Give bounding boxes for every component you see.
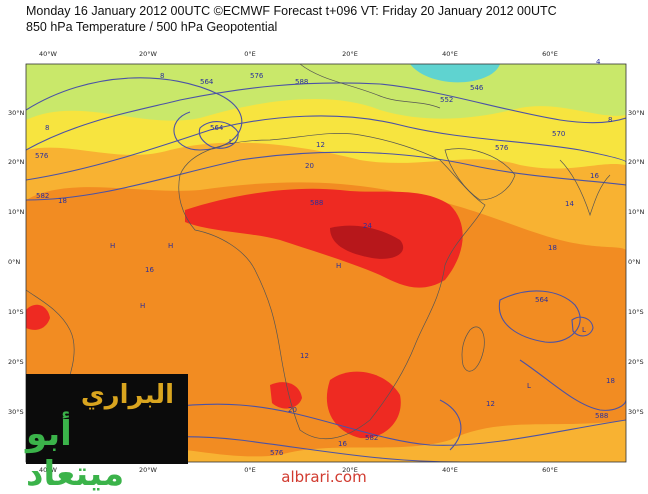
lat-tick: 20°N: [8, 158, 25, 166]
lat-tick: 10°N: [8, 208, 25, 216]
contour-label: 576: [270, 449, 284, 457]
temperature-label: 18: [58, 197, 67, 205]
geopotential-contour: [26, 77, 243, 151]
temperature-label: 4: [596, 58, 601, 66]
contour-label: 588: [295, 78, 308, 86]
temperature-label: 20: [288, 406, 297, 414]
contour-label: 582: [365, 434, 378, 442]
temperature-label: 16: [338, 440, 347, 448]
geopotential-contour: [439, 399, 462, 451]
contour-label: 588: [310, 199, 323, 207]
geopotential-contour: [519, 359, 626, 411]
high-pressure-mark: H: [336, 262, 341, 270]
low-pressure-mark: L: [527, 382, 531, 390]
contour-label: 582: [36, 192, 49, 200]
temperature-band: [270, 382, 302, 409]
geopotential-contour: [26, 115, 626, 181]
lat-tick: 30°N: [8, 109, 25, 117]
lon-tick: 60°E: [542, 50, 558, 58]
high-pressure-mark: H: [140, 302, 145, 310]
temperature-label: 8: [160, 72, 164, 80]
temperature-label: 24: [363, 222, 372, 230]
map-frame: [25, 63, 627, 463]
geopotential-contour: [198, 121, 239, 149]
high-pressure-mark: H: [110, 242, 115, 250]
contour-label: 546: [470, 84, 484, 92]
temperature-label: 8: [45, 124, 49, 132]
high-pressure-mark: H: [168, 242, 173, 250]
temperature-band: [330, 225, 404, 259]
temperature-label: 12: [486, 400, 495, 408]
temperature-label: 12: [316, 141, 325, 149]
temperature-label: 16: [590, 172, 599, 180]
contour-label: 564: [200, 78, 214, 86]
geopotential-contour: [26, 151, 626, 201]
temperature-label: 8: [608, 116, 612, 124]
lon-tick-bottom: 0°E: [244, 466, 256, 474]
contour-label: 576: [35, 152, 49, 160]
temperature-labels: 8 12 18 20 24 16 14 18 12 20 16 18 8 16 …: [45, 58, 615, 448]
geopotential-contour: [26, 82, 626, 151]
lon-tick-bottom: 40°W: [39, 466, 58, 474]
contour-label: 570: [552, 130, 565, 138]
pressure-marks: H H H L L H L: [110, 138, 586, 390]
longitude-ticks: 40°W 20°W 0°E 20°E 40°E 60°E 40°W 20°W 0…: [39, 50, 558, 474]
site-url: albrari.com: [281, 468, 367, 486]
contour-labels: 564 576 588 552 546 576 564 570 576 582 …: [35, 72, 608, 457]
lon-tick: 40°W: [39, 50, 58, 58]
lat-tick: 0°N: [8, 258, 20, 266]
contour-label: 564: [535, 296, 549, 304]
contour-label: 576: [250, 72, 264, 80]
lat-tick-right: 30°N: [628, 109, 645, 117]
lat-tick-right: 20°N: [628, 158, 645, 166]
temperature-field: [26, 64, 626, 462]
contour-label: 576: [495, 144, 509, 152]
temperature-band: [26, 304, 50, 330]
low-pressure-mark: L: [582, 326, 586, 334]
lat-tick-right: 20°S: [628, 358, 644, 366]
contour-label: 588: [595, 412, 608, 420]
lat-tick: 30°S: [8, 408, 24, 416]
geopotential-contour: [498, 290, 581, 343]
map-subtitle: 850 hPa Temperature / 500 hPa Geopotenti…: [26, 20, 278, 34]
low-pressure-mark: L: [229, 138, 233, 146]
lat-tick-right: 0°N: [628, 258, 640, 266]
temperature-label: 12: [300, 352, 309, 360]
contour-label: 564: [210, 124, 224, 132]
temperature-label: 18: [548, 244, 557, 252]
lon-tick-bottom: 20°W: [139, 466, 158, 474]
lon-tick-bottom: 60°E: [542, 466, 558, 474]
temperature-band: [326, 371, 401, 439]
lon-tick: 20°W: [139, 50, 158, 58]
map-title: Monday 16 January 2012 00UTC ©ECMWF Fore…: [26, 4, 557, 18]
lat-tick-right: 10°S: [628, 308, 644, 316]
temperature-band: [410, 64, 500, 83]
latitude-ticks: 30°N 20°N 10°N 0°N 10°S 20°S 30°S 30°N 2…: [8, 109, 645, 416]
watermark-logo: البراري أبو ميتعاد: [26, 374, 188, 494]
temperature-label: 18: [606, 377, 615, 385]
geopotential-contour: [571, 316, 594, 337]
lon-tick-bottom: 20°E: [342, 466, 358, 474]
lon-tick: 20°E: [342, 50, 358, 58]
lat-tick-right: 10°N: [628, 208, 645, 216]
logo-line-1: البراري: [80, 380, 174, 410]
temperature-band: [185, 188, 463, 288]
lat-tick: 10°S: [8, 308, 24, 316]
lat-tick: 20°S: [8, 358, 24, 366]
temperature-label: 16: [145, 266, 154, 274]
lon-tick-bottom: 40°E: [442, 466, 458, 474]
temperature-label: 20: [305, 162, 314, 170]
lon-tick: 40°E: [442, 50, 458, 58]
contour-label: 552: [440, 96, 453, 104]
lon-tick: 0°E: [244, 50, 256, 58]
lat-tick-right: 30°S: [628, 408, 644, 416]
temperature-label: 14: [565, 200, 574, 208]
